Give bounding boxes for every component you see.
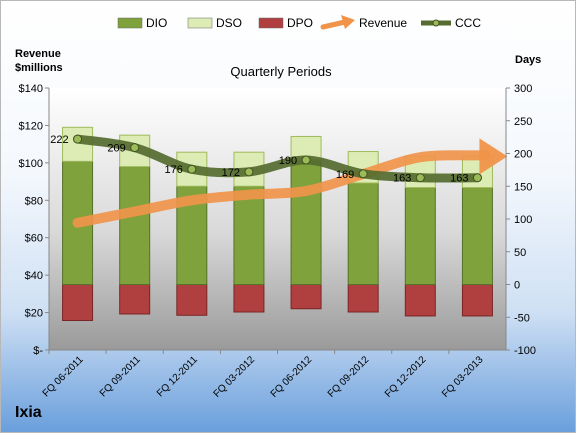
ccc-point — [187, 164, 197, 174]
dio-bar — [404, 187, 436, 285]
chart-subtitle: Quarterly Periods — [230, 64, 332, 79]
right-tick-label: 100 — [514, 214, 532, 226]
dio-bar — [347, 182, 379, 286]
dio-bar — [461, 187, 493, 285]
left-tick-label: $80 — [25, 195, 43, 207]
dio-bar — [119, 166, 151, 286]
ccc-data-label: 163 — [450, 173, 468, 185]
right-tick-label: 50 — [514, 247, 526, 259]
dpo-bar — [461, 284, 493, 317]
right-tick-label: -100 — [514, 345, 536, 357]
legend-label-dpo: DPO — [287, 16, 313, 30]
ccc-point — [472, 173, 482, 183]
dpo-bar — [62, 284, 94, 322]
legend-swatch-revenue-head — [341, 15, 355, 29]
ccc-point — [301, 155, 311, 165]
legend-label-ccc: CCC — [455, 16, 481, 30]
ccc-data-label: 172 — [222, 167, 240, 179]
legend-swatch-dso — [187, 17, 213, 29]
legend-label-dio: DIO — [146, 16, 167, 30]
legend-swatch-dio — [117, 17, 143, 29]
left-axis-title-units: $millions — [15, 62, 63, 74]
ccc-data-label: 176 — [164, 164, 182, 176]
dpo-bar — [176, 284, 208, 316]
left-tick-label: $120 — [19, 120, 43, 132]
right-tick-label: -50 — [514, 312, 530, 324]
left-tick-label: $140 — [19, 83, 43, 95]
x-tick-label: FQ 03-2012 — [212, 354, 258, 400]
left-tick-label: $100 — [19, 158, 43, 170]
ccc-point — [130, 143, 140, 153]
ccc-data-label: 190 — [279, 155, 297, 167]
x-tick-label: FQ 12-2012 — [383, 354, 429, 400]
ccc-point — [244, 167, 254, 177]
ccc-data-label: 169 — [336, 169, 354, 181]
legend-label-revenue: Revenue — [359, 16, 407, 30]
right-tick-label: 0 — [514, 280, 520, 292]
ccc-point — [358, 169, 368, 179]
left-axis-title: Revenue — [15, 48, 61, 60]
ccc-data-label: 163 — [393, 173, 411, 185]
dio-bar — [290, 159, 322, 285]
left-tick-label: $- — [33, 345, 43, 357]
dpo-bar — [233, 284, 265, 313]
x-tick-label: FQ 12-2011 — [155, 354, 200, 399]
right-tick-label: 250 — [514, 116, 532, 128]
x-tick-label: FQ 09-2011 — [98, 354, 143, 399]
left-tick-label: $20 — [25, 308, 43, 320]
dpo-bar — [404, 284, 436, 317]
dpo-bar — [347, 284, 379, 313]
ccc-data-label: 222 — [50, 134, 68, 146]
left-tick-label: $40 — [25, 270, 43, 282]
x-tick-label: FQ 06-2012 — [269, 354, 315, 400]
revenue-arrowhead — [479, 138, 508, 175]
right-tick-label: 200 — [514, 149, 532, 161]
dpo-bar — [119, 284, 151, 315]
legend-label-dso: DSO — [216, 16, 242, 30]
company-name: Ixia — [15, 404, 42, 421]
x-tick-label: FQ 09-2012 — [326, 354, 372, 400]
x-tick-label: FQ 06-2011 — [41, 354, 86, 399]
left-tick-label: $60 — [25, 233, 43, 245]
ccc-point — [415, 173, 425, 183]
right-tick-label: 150 — [514, 181, 532, 193]
right-tick-label: 300 — [514, 83, 532, 95]
x-tick-label: FQ 03-2013 — [440, 354, 486, 400]
right-axis-title: Days — [515, 54, 541, 66]
revenue-line — [72, 150, 491, 228]
ccc-point — [73, 134, 83, 144]
ccc-line — [73, 134, 482, 183]
legend: DIO DSO DPO Revenue CCC — [117, 15, 481, 30]
legend-swatch-revenue — [320, 19, 348, 30]
legend-swatch-dpo — [258, 17, 284, 29]
dio-bar — [233, 185, 265, 285]
ccc-data-label: 209 — [107, 143, 125, 155]
dpo-bar — [290, 284, 322, 310]
